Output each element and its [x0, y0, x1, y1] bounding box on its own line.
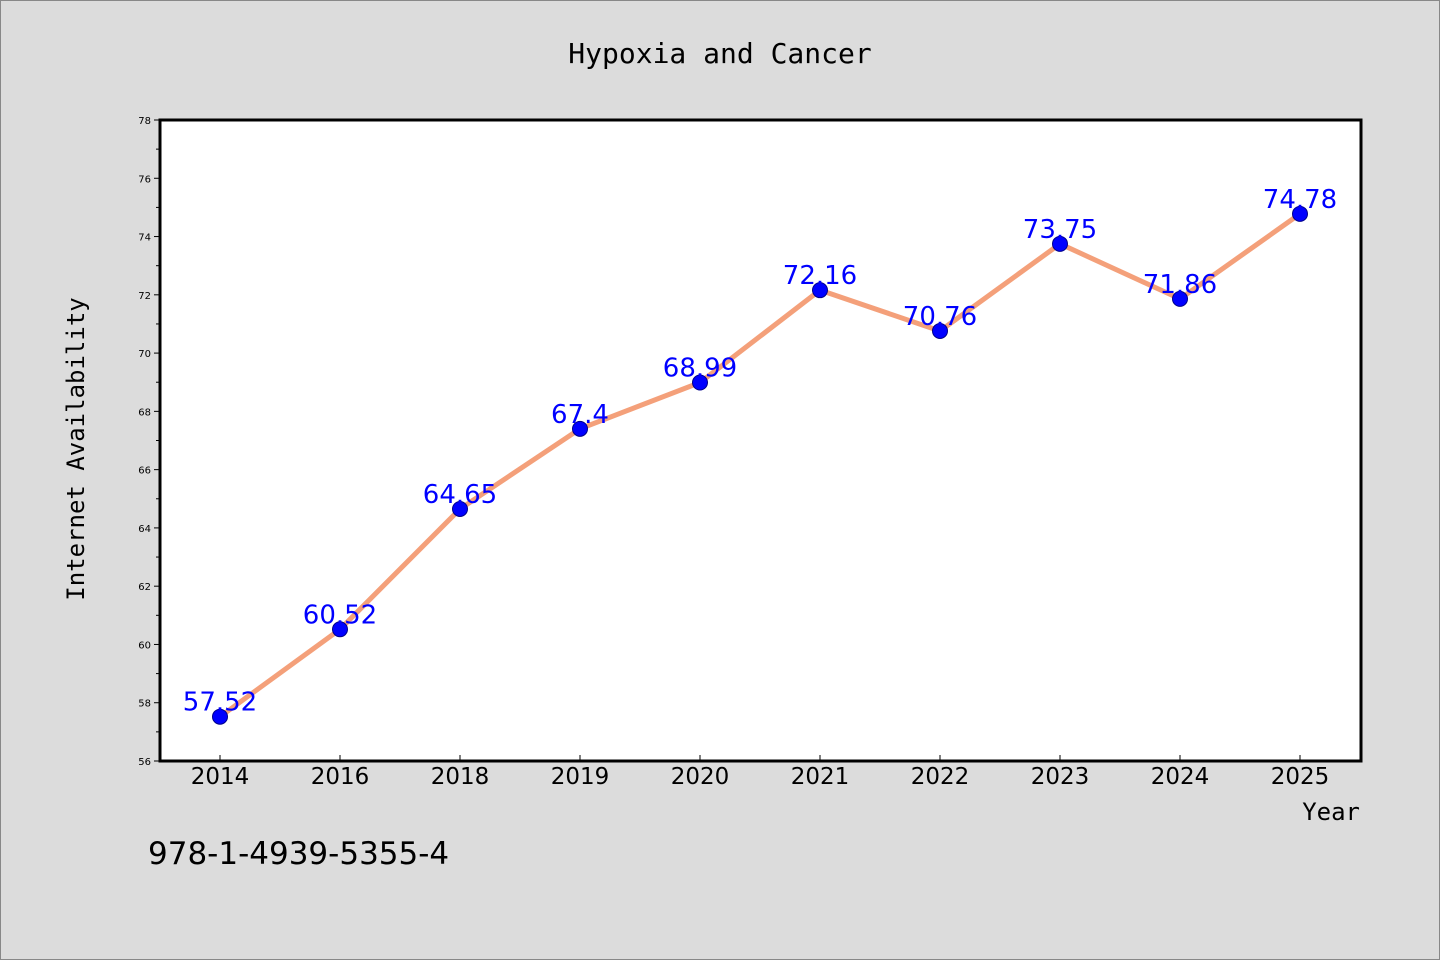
data-point — [452, 500, 468, 517]
data-point — [572, 420, 588, 437]
x-tick-label: 2018 — [431, 764, 490, 790]
data-label: 72.16 — [783, 261, 857, 291]
y-tick-label: 66 — [138, 466, 151, 477]
data-point — [212, 708, 228, 725]
x-tick-label: 2023 — [1031, 764, 1090, 790]
y-axis-title: Internet Availability — [62, 297, 90, 600]
y-tick-label: 70 — [138, 349, 151, 360]
data-point — [812, 282, 828, 299]
data-label: 70.76 — [903, 302, 977, 332]
data-point — [332, 621, 348, 638]
x-tick-label: 2020 — [671, 764, 730, 790]
data-label: 60.52 — [303, 600, 377, 630]
x-axis: 2014 2016 2018 2019 2020 2021 2022 2023 2024 2025 — [191, 755, 1330, 790]
y-axis: 56 58 60 62 64 66 68 70 72 74 76 78 — [138, 116, 160, 768]
data-point — [1052, 235, 1068, 252]
y-tick-label: 62 — [138, 582, 151, 593]
data-point — [1292, 205, 1308, 222]
data-label: 64.65 — [423, 480, 497, 510]
markers — [212, 205, 1308, 725]
y-tick-label: 76 — [138, 174, 151, 185]
x-axis-title: Year — [1302, 798, 1360, 826]
x-tick-label: 2021 — [791, 764, 850, 790]
data-label: 71.86 — [1143, 270, 1217, 300]
y-tick-label: 72 — [138, 291, 151, 302]
data-label: 73.75 — [1023, 215, 1097, 245]
plot-area — [158, 118, 1363, 763]
x-tick-label: 2024 — [1151, 764, 1210, 790]
x-tick-label: 2019 — [551, 764, 610, 790]
y-tick-label: 68 — [138, 407, 151, 418]
x-tick-label: 2016 — [311, 764, 370, 790]
y-tick-label: 78 — [138, 116, 151, 127]
data-point — [932, 322, 948, 339]
data-labels: 57.52 60.52 64.65 67.4 68.99 72.16 70.76 73.75 7… — [183, 185, 1337, 718]
data-point — [1172, 290, 1188, 307]
data-label: 67.4 — [551, 400, 609, 430]
x-tick-label: 2025 — [1271, 764, 1330, 790]
chart-title: Hypoxia and Cancer — [568, 37, 871, 70]
x-tick-label: 2014 — [191, 764, 250, 790]
y-tick-label: 56 — [138, 757, 151, 768]
data-label: 57.52 — [183, 688, 257, 718]
data-label: 74.78 — [1263, 185, 1337, 215]
y-tick-label: 74 — [138, 233, 151, 244]
x-tick-label: 2022 — [911, 764, 970, 790]
y-tick-label: 58 — [138, 699, 151, 710]
y-tick-label: 64 — [138, 524, 151, 535]
footer-text: 978-1-4939-5355-4 — [148, 836, 449, 872]
data-label: 68.99 — [663, 354, 737, 384]
series-line — [217, 211, 1303, 720]
data-point — [692, 374, 708, 391]
y-tick-label: 60 — [138, 640, 151, 651]
